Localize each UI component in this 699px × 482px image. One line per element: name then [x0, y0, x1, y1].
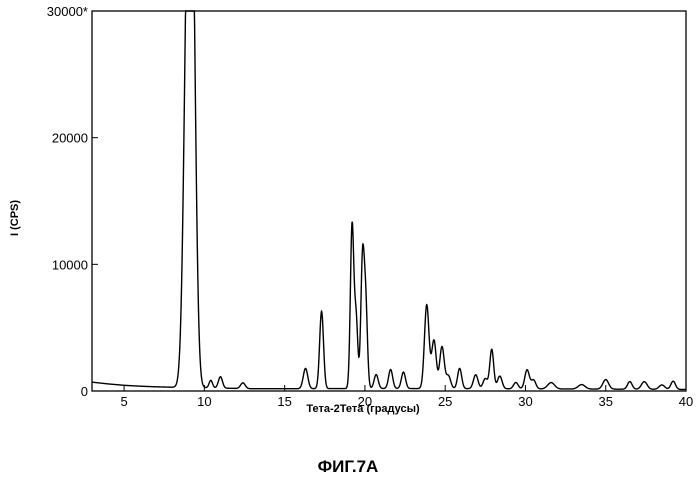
x-axis-title: Тета-2Тета (градусы): [306, 403, 420, 415]
x-tick-label: 10: [197, 394, 211, 409]
diffraction-trace: [92, 11, 686, 389]
plot-frame: [92, 11, 686, 391]
y-tick-label: 30000*: [47, 4, 88, 19]
figure-caption: ФИГ.7А: [318, 457, 379, 476]
x-tick-label: 35: [598, 394, 612, 409]
x-tick-label: 5: [120, 394, 127, 409]
x-tick-label: 25: [438, 394, 452, 409]
x-tick-label: 15: [277, 394, 291, 409]
y-axis-ticks: 0 10000 20000 30000*: [47, 4, 98, 399]
y-tick-label: 20000: [52, 131, 88, 146]
x-tick-label: 30: [518, 394, 532, 409]
x-tick-label: 40: [679, 394, 693, 409]
y-tick-label: 10000: [52, 257, 88, 272]
y-tick-label: 0: [81, 384, 88, 399]
y-axis-title: I (CPS): [9, 200, 21, 236]
